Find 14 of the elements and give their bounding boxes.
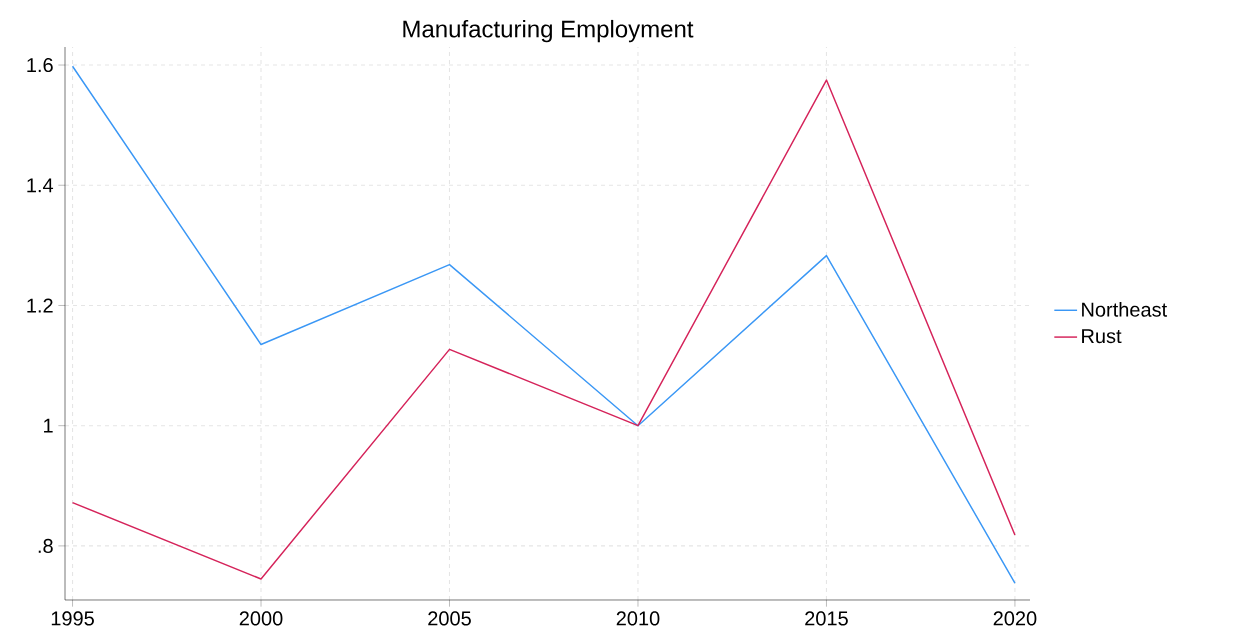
chart-title: Manufacturing Employment <box>403 19 694 43</box>
x-tick-label: 2005 <box>428 611 471 626</box>
x-tick-label: 2020 <box>993 611 1037 626</box>
legend-label: Rust <box>1082 329 1122 344</box>
y-tick-label: 1.4 <box>27 178 54 193</box>
y-tick-label: 1.2 <box>27 298 53 313</box>
x-tick-label: 2015 <box>805 611 848 626</box>
y-tick-label: 1 <box>44 418 53 433</box>
y-tick-label: .8 <box>38 538 53 553</box>
x-tick-label: 1995 <box>51 611 94 626</box>
x-tick-label: 2000 <box>239 611 283 626</box>
legend-label: Northeast <box>1082 302 1168 317</box>
x-tick-label: 2010 <box>616 611 660 626</box>
y-tick-label: 1.6 <box>27 57 53 73</box>
